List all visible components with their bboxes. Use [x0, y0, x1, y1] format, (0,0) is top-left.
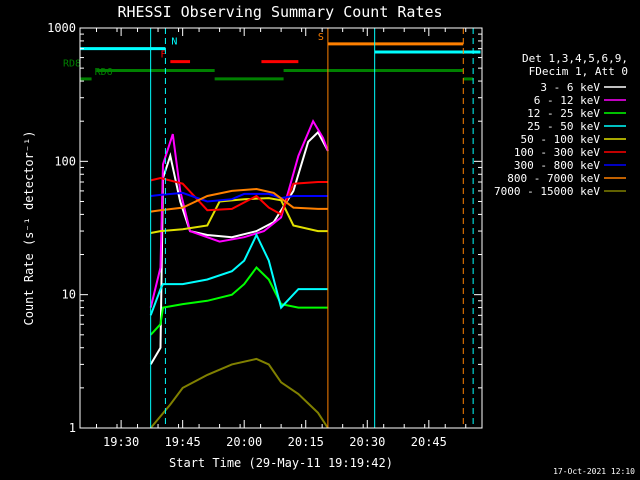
x-tick-label-1: 19:45: [165, 435, 201, 449]
flag-label-1: F: [160, 50, 166, 61]
legend-label-7: 800 - 7000 keV: [507, 172, 600, 185]
series-line-1: [149, 118, 329, 308]
series-line-6: [150, 191, 328, 203]
flag-label-0: N: [171, 37, 177, 48]
x-tick-label-2: 20:00: [226, 435, 262, 449]
x-tick-label-5: 20:45: [411, 435, 447, 449]
y-tick-label-2: 100: [54, 154, 76, 168]
series-line-2: [149, 265, 328, 336]
plot-frame: [79, 27, 483, 429]
timestamp: 17-Oct-2021 12:10: [553, 467, 635, 476]
flag-markers: NF S RD8 RD6: [63, 32, 481, 81]
legend-label-5: 100 - 300 keV: [514, 146, 600, 159]
series-line-7: [150, 187, 328, 213]
x-axis-label: Start Time (29-May-11 19:19:42): [169, 456, 393, 470]
vertical-markers: [79, 28, 474, 428]
legend-label-2: 12 - 25 keV: [527, 107, 600, 120]
y-axis-label: Count Rate (s⁻¹ detector⁻¹): [22, 130, 36, 325]
x-tick-label-0: 19:30: [103, 435, 139, 449]
chart-title: RHESSI Observing Summary Count Rates: [117, 3, 442, 21]
flag-label-4: RD8: [63, 59, 81, 70]
flag-label-2: S: [318, 32, 324, 43]
legend-label-3: 25 - 50 keV: [527, 120, 600, 133]
series-line-8: [149, 357, 329, 429]
legend-header-1: FDecim 1, Att 0: [529, 65, 628, 78]
series-line-3: [149, 232, 328, 316]
legend-header-0: Det 1,3,4,5,6,9,: [522, 52, 628, 65]
y-axis-ticks: 1 10 100 1000: [47, 21, 482, 435]
y-tick-label-1: 10: [62, 288, 76, 302]
series-lines: [149, 118, 329, 429]
flag-label-5: RD6: [95, 67, 113, 78]
series-line-4: [150, 197, 328, 234]
x-tick-label-4: 20:30: [349, 435, 385, 449]
legend-label-1: 6 - 12 keV: [534, 94, 601, 107]
y-tick-label-3: 1000: [47, 21, 76, 35]
x-axis-ticks: 19:30 19:45 20:00 20:15 20:30 20:45: [95, 28, 467, 449]
series-line-5: [150, 176, 328, 216]
legend-label-0: 3 - 6 keV: [540, 81, 600, 94]
legend-label-6: 300 - 800 keV: [514, 159, 600, 172]
legend: Det 1,3,4,5,6,9,FDecim 1, Att 0 3 - 6 keV…: [494, 52, 628, 198]
series-line-0: [149, 130, 329, 365]
x-tick-label-3: 20:15: [288, 435, 324, 449]
legend-label-4: 50 - 100 keV: [521, 133, 601, 146]
y-tick-label-0: 1: [69, 421, 76, 435]
legend-label-8: 7000 - 15000 keV: [494, 185, 600, 198]
